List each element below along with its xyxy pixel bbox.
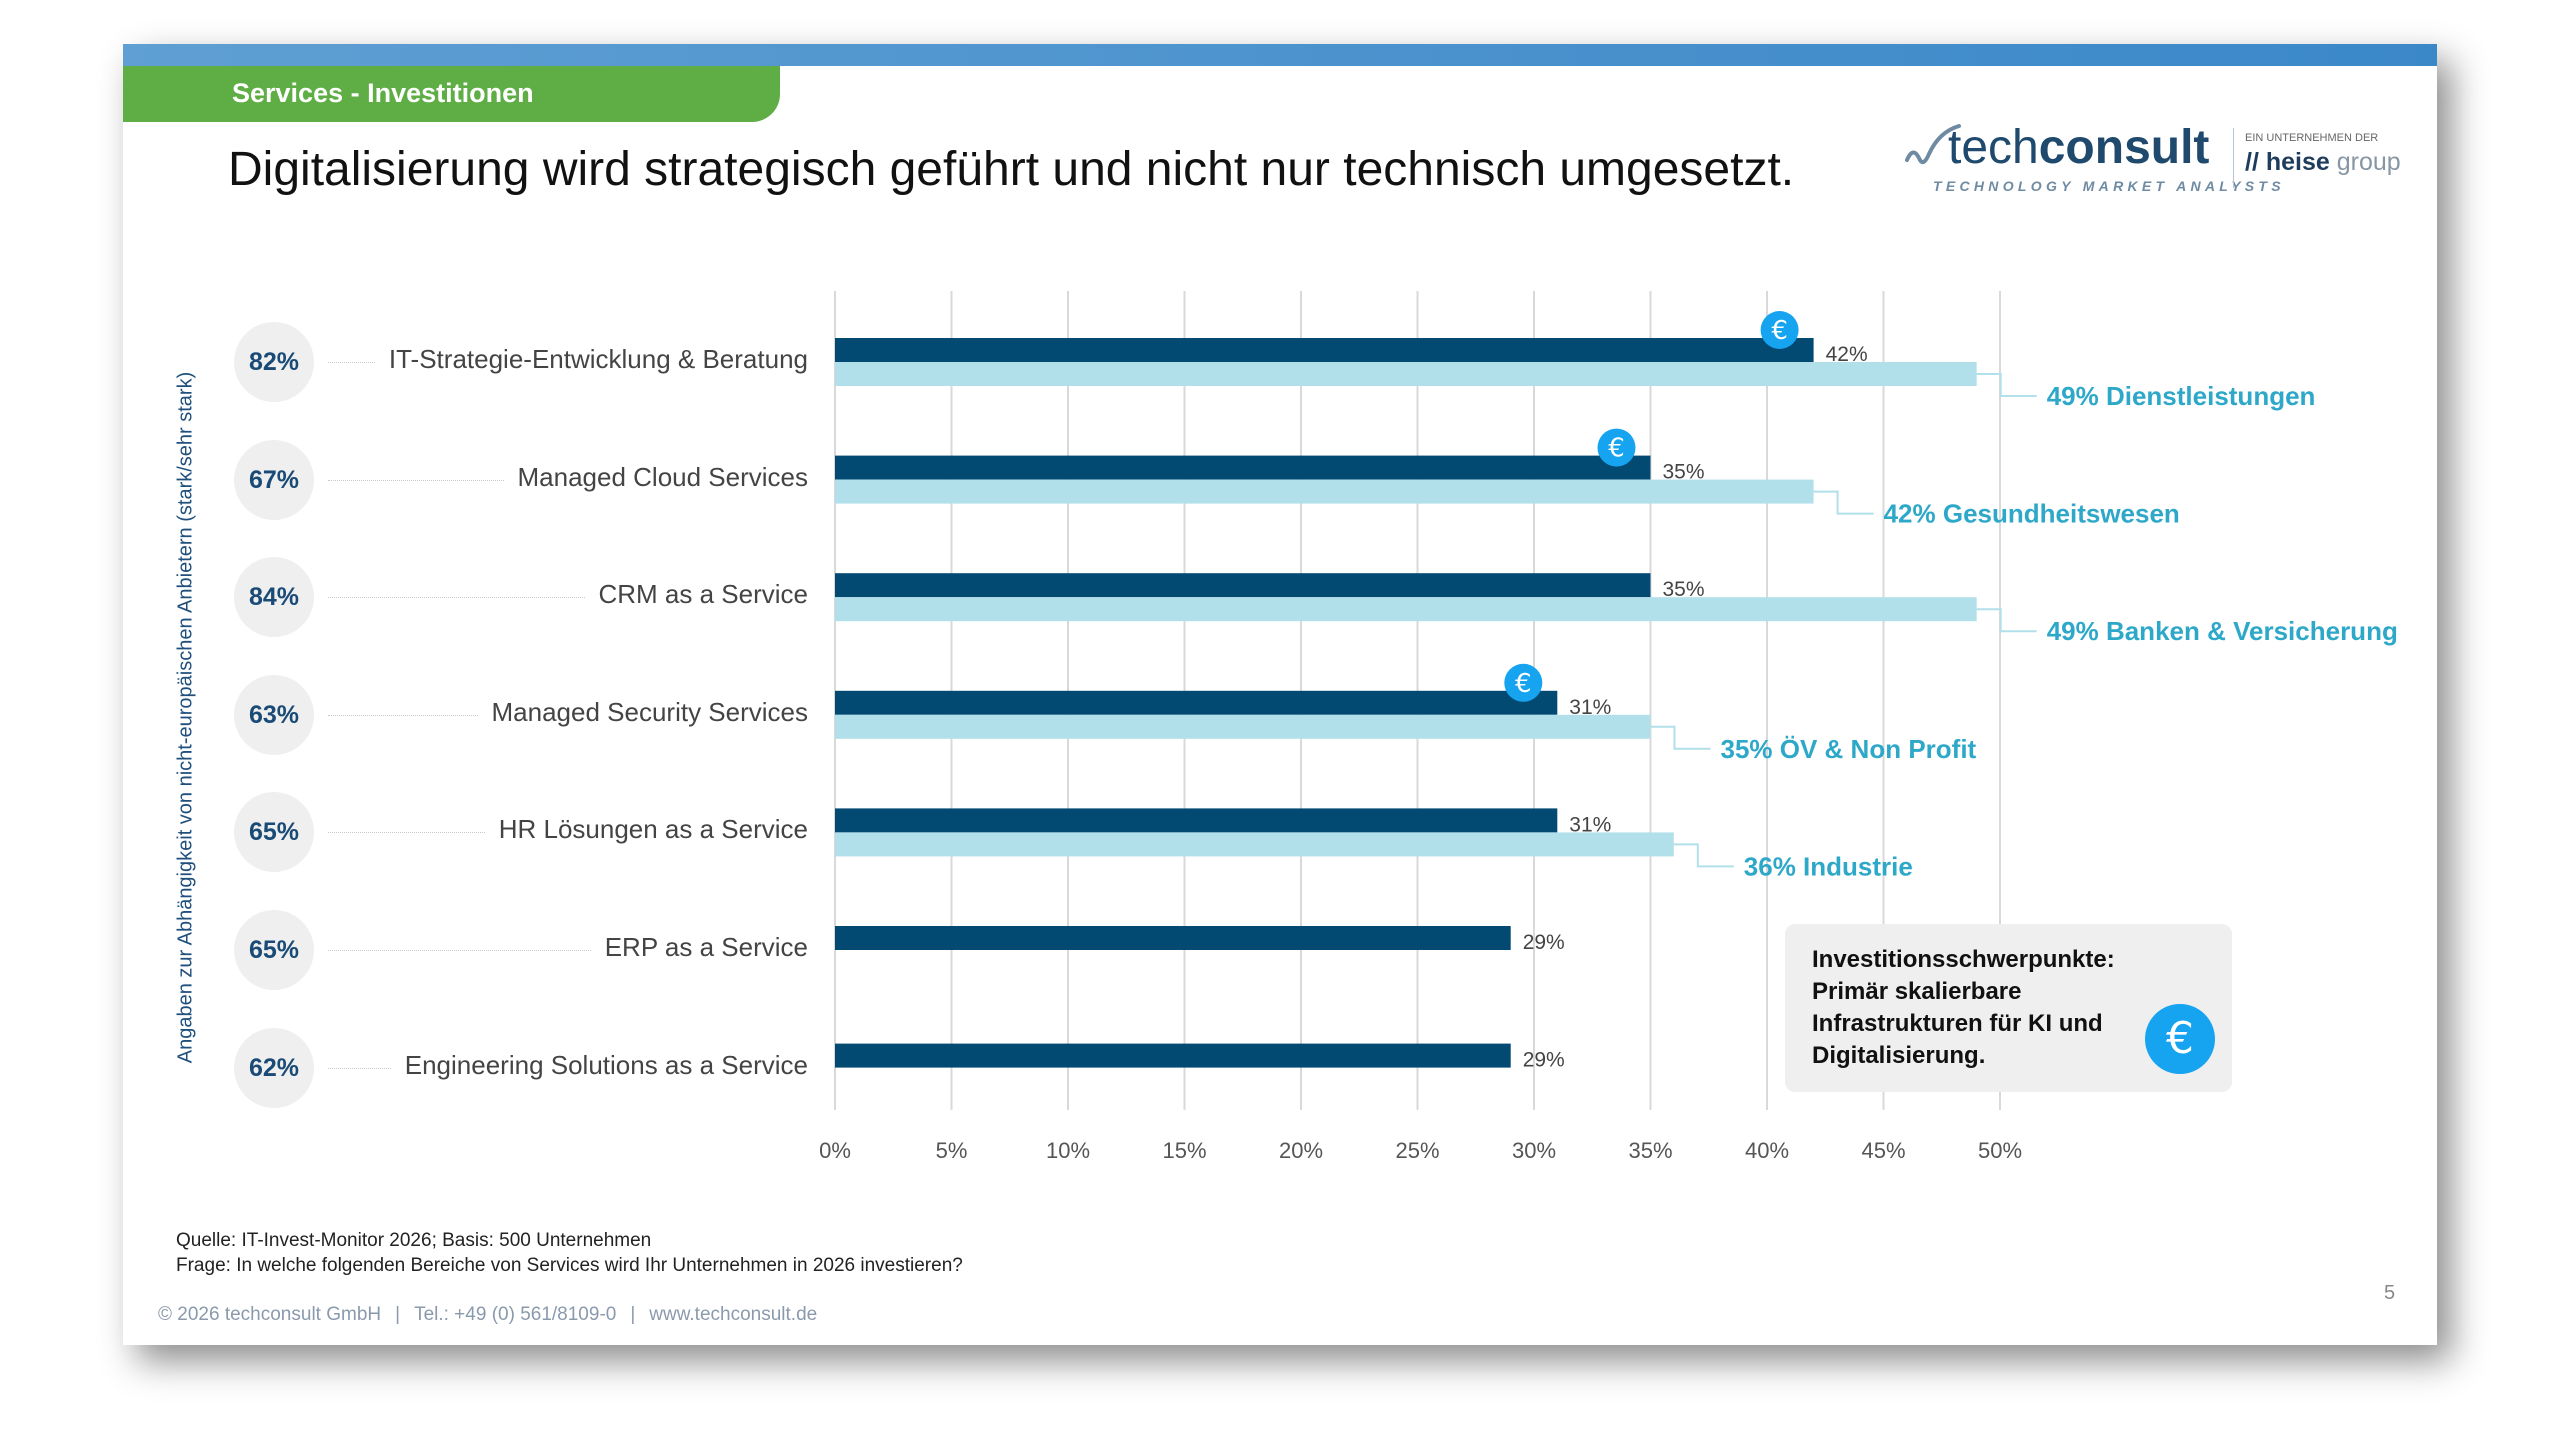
dependency-percent-badge: 65% [234,792,314,873]
logo-tagline: TECHNOLOGY MARKET ANALYSTS [1933,178,2285,194]
footer-separator: | [395,1304,401,1325]
euro-glyph: € [1608,434,1625,464]
x-tick-label: 5% [936,1138,968,1163]
top-industry-label: 35% ÖV & Non Profit [1721,734,1977,764]
category-label: ERP as a Service [604,932,808,962]
bar-total [835,573,1651,598]
leader-dots [328,832,485,834]
callout-connector [1673,843,1734,868]
dependency-percent-badge: 84% [234,557,314,638]
euro-icon [1760,311,1799,349]
logo-parent-caption: EIN UNTERNEHMEN DER [2245,132,2379,144]
x-tick-label: 40% [1745,1138,1789,1163]
euro-icon [1504,663,1543,702]
dependency-percent-badge: 67% [234,439,314,520]
dependency-percent-badge: 82% [234,322,314,402]
category-label: Managed Security Services [491,696,808,727]
bar-value-label: 29% [1523,931,1565,954]
investment-note-text: Investitionsschwerpunkte: Primär skalier… [1812,946,2115,1069]
bar-total [835,690,1558,715]
callout-connector [1650,725,1711,750]
category-label: CRM as a Service [598,579,809,610]
bar-top-industry [835,832,1674,857]
euro-glyph: € [1515,669,1532,699]
euro-icon [1597,428,1636,467]
callout-connector [1976,608,2037,633]
section-tab-label: Services - Investitionen [232,78,534,108]
bar-value-label: 35% [1663,578,1705,601]
heise-group-logo: // heise group [2245,148,2401,177]
page-number: 5 [2384,1282,2396,1304]
leader-dots [328,714,478,716]
callout-connector [1976,373,2037,397]
x-tick-label: 45% [1861,1138,1905,1163]
bar-total [835,926,1511,950]
top-accent-bar [123,44,2437,66]
page-title: Digitalisierung wird strategisch geführt… [228,143,1795,196]
bar-value-label: 35% [1663,461,1705,484]
euro-glyph: € [1771,316,1788,346]
bar-value-label: 31% [1569,696,1611,719]
bar-top-industry [835,479,1814,504]
bar-top-industry [835,362,1977,386]
logo-wordmark: techconsult [1948,120,2209,175]
source-note: Quelle: IT-Invest-Monitor 2026; Basis: 5… [176,1230,652,1251]
euro-icon: € [2145,1004,2215,1074]
x-tick-label: 30% [1512,1138,1556,1163]
x-tick-label: 20% [1279,1138,1323,1163]
bar-total [835,1043,1511,1068]
x-tick-label: 50% [1978,1138,2022,1163]
top-industry-label: 42% Gesundheitswesen [1884,499,2180,529]
bar-top-industry [835,714,1651,739]
dependency-percent-badge: 62% [234,1027,314,1108]
leader-dots [328,1067,391,1069]
section-tab: Services - Investitionen [123,66,780,122]
question-note: Frage: In welche folgenden Bereiche von … [176,1255,963,1276]
x-tick-label: 15% [1162,1138,1206,1163]
logo-brand-light: tech [1948,121,2039,174]
category-label: IT-Strategie-Entwicklung & Beratung [388,344,808,374]
x-tick-label: 10% [1046,1138,1090,1163]
top-industry-label: 49% Dienstleistungen [2047,381,2316,411]
bar-chart: 0% 5% 10% 15% 20% 25% 30% 35% 40% 45% 50% 42% €49% D… [819,291,2398,1163]
top-industry-label: 36% Industrie [1744,851,1913,881]
category-label: Managed Cloud Services [517,461,809,492]
bar-value-label: 42% [1826,343,1868,366]
leader-dots [328,479,504,481]
bar-value-label: 29% [1523,1049,1565,1072]
investment-note-box: Investitionsschwerpunkte: Primär skalier… [1785,924,2232,1092]
checkmark-logo-icon [1905,124,1961,165]
x-tick-label: 25% [1395,1138,1439,1163]
x-tick-label: 0% [819,1138,851,1163]
slide: Services - Investitionen Digitalisierung… [123,44,2437,1345]
leader-dots [328,597,585,599]
category-label: HR Lösungen as a Service [498,814,808,845]
bar-total [835,455,1651,480]
callout-connector [1813,490,1874,515]
bar-value-label: 31% [1569,813,1611,836]
logo-brand-bold: consult [2038,121,2210,174]
copyright: © 2026 techconsult GmbH [158,1304,382,1325]
techconsult-logo: techconsult TECHNOLOGY MARKET ANALYSTS E… [1903,120,2437,210]
leader-dots [328,362,375,363]
footer-separator: | [630,1304,636,1325]
bar-total [835,808,1558,833]
phone: Tel.: +49 (0) 561/8109-0 [414,1304,617,1325]
website-link[interactable]: www.techconsult.de [649,1304,818,1325]
heise-mark-icon: // [2245,148,2259,176]
logo-parent-light: group [2329,148,2401,176]
footer-contact: © 2026 techconsult GmbH | Tel.: +49 (0) 56… [158,1304,817,1326]
bar-total [835,338,1814,362]
logo-parent-bold: heise [2265,148,2330,176]
leader-dots [328,950,591,951]
bar-top-industry [835,597,1977,622]
logo-divider [2233,128,2234,188]
x-tick-label: 35% [1628,1138,1672,1163]
top-industry-label: 49% Banken & Versicherung [2047,616,2398,646]
dependency-percent-badge: 63% [234,674,314,755]
category-label: Engineering Solutions as a Service [404,1049,808,1080]
dependency-percent-badge: 65% [234,910,314,990]
